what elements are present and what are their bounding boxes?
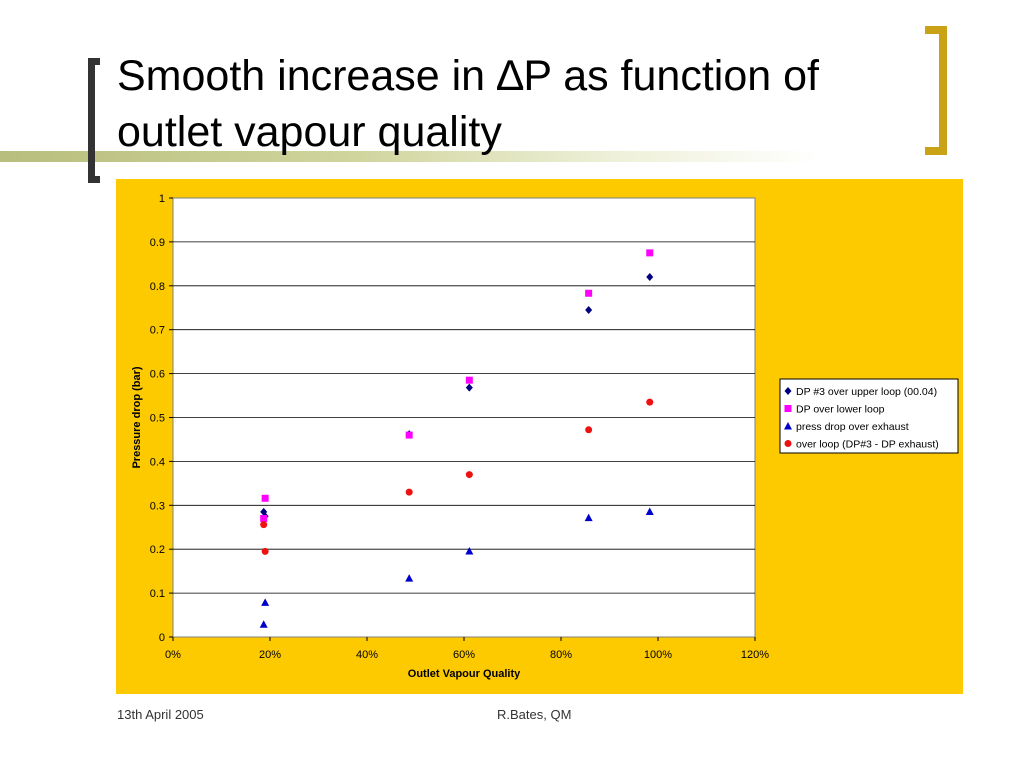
data-point-triangle [645, 507, 654, 515]
data-point-circle [260, 521, 268, 529]
y-tick-label: 0.9 [150, 237, 165, 249]
title-bracket-left [88, 58, 100, 183]
data-point-triangle [584, 513, 593, 522]
y-tick-label: 1 [159, 193, 165, 205]
data-point-square [465, 376, 473, 384]
x-tick-label: 40% [356, 649, 378, 661]
footer-author: R.Bates, QM [497, 707, 572, 722]
data-point-square [646, 249, 654, 257]
y-tick-label: 0.8 [150, 281, 165, 293]
legend-marker-square [784, 405, 792, 412]
data-point-circle [405, 488, 413, 496]
title-accent-stripe [0, 151, 1024, 162]
slide-title: Smooth increase in ∆P as function of out… [117, 52, 819, 156]
x-axis-title: Outlet Vapour Quality [408, 668, 521, 680]
legend-marker-diamond [784, 387, 792, 395]
data-point-triangle [405, 574, 414, 582]
x-tick-label: 0% [165, 649, 181, 661]
data-point-diamond [465, 383, 473, 392]
data-point-square [405, 431, 413, 439]
legend-entry: over loop (DP#3 - DP exhaust) [796, 439, 939, 451]
data-point-square [261, 494, 269, 502]
data-point-triangle [259, 620, 268, 628]
legend-entry: DP #3 over upper loop (00.04) [796, 386, 937, 398]
data-point-diamond [585, 305, 593, 314]
y-tick-label: 0.1 [150, 588, 165, 600]
legend-marker-triangle [784, 422, 792, 430]
data-point-diamond [646, 273, 654, 282]
data-point-square [585, 289, 593, 297]
x-tick-label: 120% [741, 649, 769, 661]
legend-marker-circle [784, 440, 792, 447]
scatter-chart: 0 0.1 0.2 0.3 0.4 0.5 0.6 0.7 0.8 0.9 1 0% 20% 40% 60%… [131, 193, 959, 680]
x-tick-label: 100% [644, 649, 672, 661]
y-tick-label: 0.2 [150, 544, 165, 556]
data-point-circle [585, 426, 593, 434]
data-point-circle [261, 547, 269, 555]
data-point-triangle [261, 598, 270, 606]
data-point-circle [465, 471, 473, 479]
chart-panel: 0 0.1 0.2 0.3 0.4 0.5 0.6 0.7 0.8 0.9 1 0% 20% 40% 60%… [116, 179, 963, 694]
title-bracket-right [925, 26, 947, 155]
legend-entry: press drop over exhaust [796, 421, 909, 433]
y-tick-label: 0.4 [150, 456, 165, 468]
y-tick-label: 0 [159, 632, 165, 644]
y-tick-label: 0.6 [150, 369, 165, 381]
y-tick-label: 0.7 [150, 325, 165, 337]
data-point-square [260, 514, 268, 522]
legend-entry: DP over lower loop [796, 404, 885, 416]
footer-date: 13th April 2005 [117, 707, 204, 722]
y-tick-label: 0.3 [150, 500, 165, 512]
x-tick-label: 60% [453, 649, 475, 661]
y-tick-label: 0.5 [150, 413, 165, 425]
x-tick-label: 20% [259, 649, 281, 661]
legend-box [779, 378, 959, 454]
x-tick-label: 80% [550, 649, 572, 661]
data-point-triangle [465, 546, 474, 555]
y-axis-title: Pressure drop (bar) [131, 366, 143, 468]
data-point-circle [646, 398, 654, 406]
